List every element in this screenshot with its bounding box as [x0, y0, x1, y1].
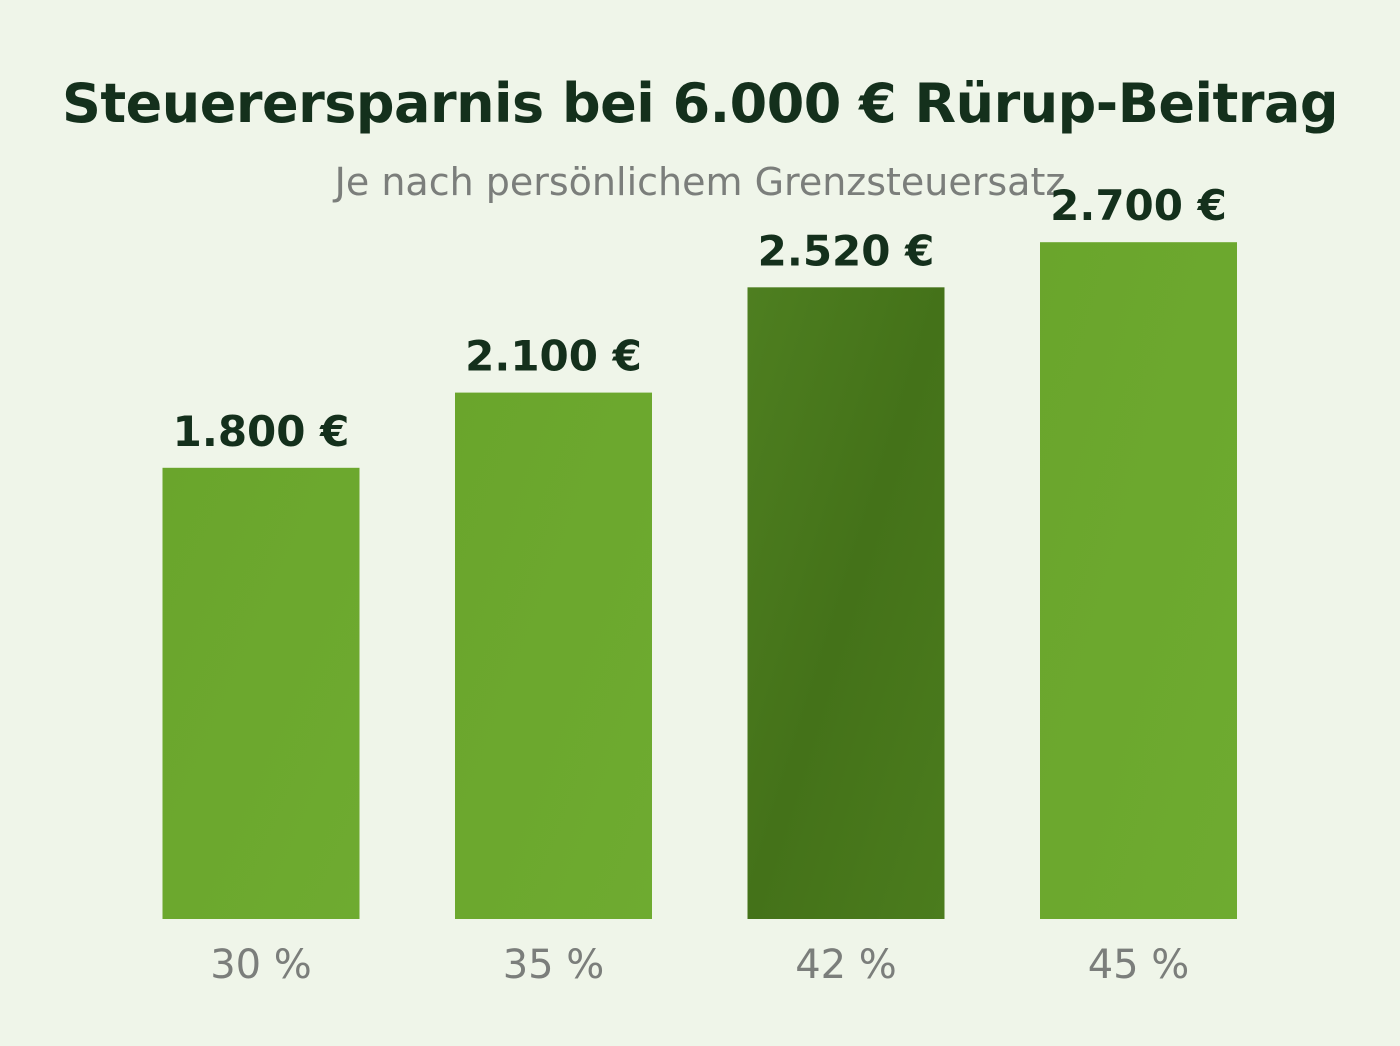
bar-value-label: 2.520 €: [758, 226, 935, 275]
category-tick-label: 45 %: [1088, 942, 1190, 988]
bar-value-label: 2.100 €: [465, 332, 642, 381]
category-tick-label: 42 %: [795, 942, 897, 988]
bar-1: [455, 392, 652, 920]
bar-0: [162, 467, 360, 919]
bar-value-label: 1.800 €: [173, 407, 350, 456]
bar-3: [1040, 242, 1237, 919]
chart-title: Steuerersparnis bei 6.000 € Rürup-Beitra…: [61, 72, 1339, 135]
labels-layer: 1.800 € 30 % 2.100 € 35 % 2.520 € 42 % 2.700 €…: [173, 181, 1227, 988]
bar-value-label: 2.700 €: [1050, 181, 1227, 230]
category-tick-label: 30 %: [210, 942, 312, 988]
chart-subtitle: Je nach persönlichem Grenzsteuersatz: [334, 160, 1066, 204]
bar-2: [747, 287, 945, 919]
category-tick-label: 35 %: [503, 942, 605, 988]
bars-layer: [162, 242, 1237, 920]
